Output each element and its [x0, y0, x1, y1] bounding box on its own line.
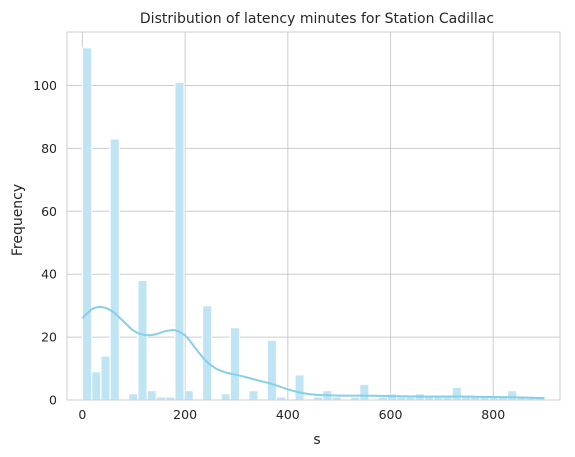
chart-title: Distribution of latency minutes for Stat…: [140, 11, 494, 27]
histogram-bar: [230, 328, 239, 400]
histogram-bar: [138, 280, 147, 400]
histogram-bar: [92, 372, 101, 400]
histogram-bar: [147, 391, 156, 400]
histogram-bar: [82, 48, 91, 400]
histogram-bar: [508, 391, 517, 400]
y-tick-label: 60: [41, 204, 57, 219]
x-axis-label: s: [313, 432, 320, 448]
histogram-bar: [203, 306, 212, 400]
y-tick-label: 40: [41, 267, 57, 282]
histogram-bar: [249, 391, 258, 400]
kde-curve: [82, 307, 544, 398]
histogram-bar: [184, 391, 193, 400]
histogram-bar: [101, 356, 110, 400]
x-tick-label: 600: [379, 407, 403, 422]
x-tick-label: 800: [481, 407, 505, 422]
y-tick-labels: 0 20 40 60 80 100: [33, 78, 57, 408]
x-tick-label: 400: [276, 407, 300, 422]
y-tick-label: 80: [41, 141, 57, 156]
y-tick-label: 20: [41, 330, 57, 345]
x-tick-labels: 0 200 400 600 800: [78, 407, 505, 422]
histogram-bar: [129, 394, 138, 400]
y-axis-label: Frequency: [10, 184, 26, 256]
histogram-bar: [267, 340, 276, 400]
histogram-bar: [295, 375, 304, 400]
histogram-bar: [452, 387, 461, 400]
histogram-bar: [175, 82, 184, 400]
x-tick-label: 200: [173, 407, 197, 422]
x-tick-label: 0: [78, 407, 86, 422]
histogram-bar: [110, 139, 119, 400]
y-tick-label: 100: [33, 78, 57, 93]
histogram-bar: [360, 384, 369, 400]
histogram-bar: [221, 394, 230, 400]
y-tick-label: 0: [49, 393, 57, 408]
histogram-bars: [82, 48, 544, 400]
